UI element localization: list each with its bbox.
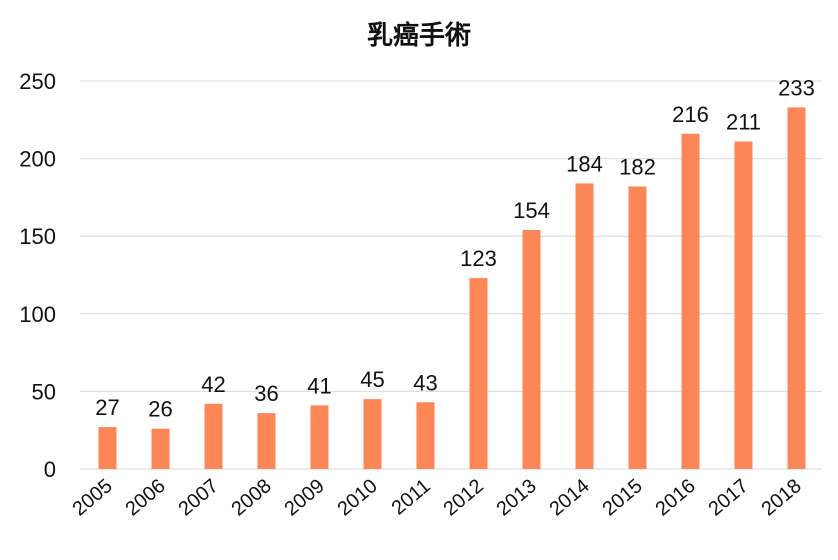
data-label-2014: 184 <box>566 151 603 176</box>
data-label-2009: 41 <box>307 373 331 398</box>
data-label-2015: 182 <box>619 155 656 180</box>
bar-2007 <box>204 403 223 469</box>
y-tick-label: 50 <box>32 379 56 404</box>
data-label-2010: 45 <box>360 367 384 392</box>
x-tick-label-2007: 2007 <box>174 475 222 520</box>
x-tick-label-2017: 2017 <box>704 475 752 520</box>
bar-2015 <box>628 186 647 469</box>
x-tick-label-2014: 2014 <box>545 475 593 520</box>
bar-2014 <box>575 183 594 469</box>
data-label-2017: 211 <box>726 110 761 135</box>
x-tick-label-2009: 2009 <box>280 475 328 520</box>
x-tick-label-2018: 2018 <box>757 475 805 520</box>
bar-2018 <box>787 107 806 469</box>
x-tick-label-2005: 2005 <box>68 475 116 520</box>
bar-2011 <box>416 402 435 469</box>
chart-title: 乳癌手術 <box>367 20 471 51</box>
x-tick-label-2010: 2010 <box>333 475 381 520</box>
data-label-2006: 26 <box>148 397 172 422</box>
y-tick-label: 250 <box>19 69 56 94</box>
y-tick-label: 100 <box>19 302 56 327</box>
x-axis-ticks: 2005 2006 2007 2008 2009 2010 2011 2012 2013 2014… <box>68 475 805 520</box>
bar-2016 <box>681 133 700 469</box>
gridlines <box>80 80 822 470</box>
bars <box>98 107 806 469</box>
data-label-2018: 233 <box>778 75 815 100</box>
x-tick-label-2008: 2008 <box>227 475 275 520</box>
y-tick-label: 200 <box>19 147 56 172</box>
x-tick-label-2012: 2012 <box>439 475 487 520</box>
x-tick-label-2011: 2011 <box>388 475 435 520</box>
y-tick-label: 0 <box>44 457 56 482</box>
bar-2009 <box>310 405 329 469</box>
bar-2012 <box>469 278 488 469</box>
data-label-2005: 27 <box>95 395 119 420</box>
data-label-2008: 36 <box>254 381 278 406</box>
data-label-2016: 216 <box>672 102 709 127</box>
bar-2013 <box>522 229 541 469</box>
x-tick-label-2006: 2006 <box>121 475 169 520</box>
bar-2017 <box>734 141 753 469</box>
bar-2010 <box>363 399 382 469</box>
bar-2005 <box>98 427 117 469</box>
y-axis-ticks: 0 50 100 150 200 250 <box>19 69 56 482</box>
bar-2006 <box>151 428 170 469</box>
data-label-2012: 123 <box>460 246 497 271</box>
data-label-2013: 154 <box>513 198 550 223</box>
y-tick-label: 150 <box>19 224 56 249</box>
x-tick-label-2015: 2015 <box>598 475 646 520</box>
data-labels: 27 26 42 36 41 45 43 123 154 184 182 216 211 233 <box>95 75 815 421</box>
x-tick-label-2013: 2013 <box>492 475 540 520</box>
bar-2008 <box>257 413 276 469</box>
data-label-2007: 42 <box>201 372 225 397</box>
data-label-2011: 43 <box>413 370 437 395</box>
x-tick-label-2016: 2016 <box>651 475 699 520</box>
